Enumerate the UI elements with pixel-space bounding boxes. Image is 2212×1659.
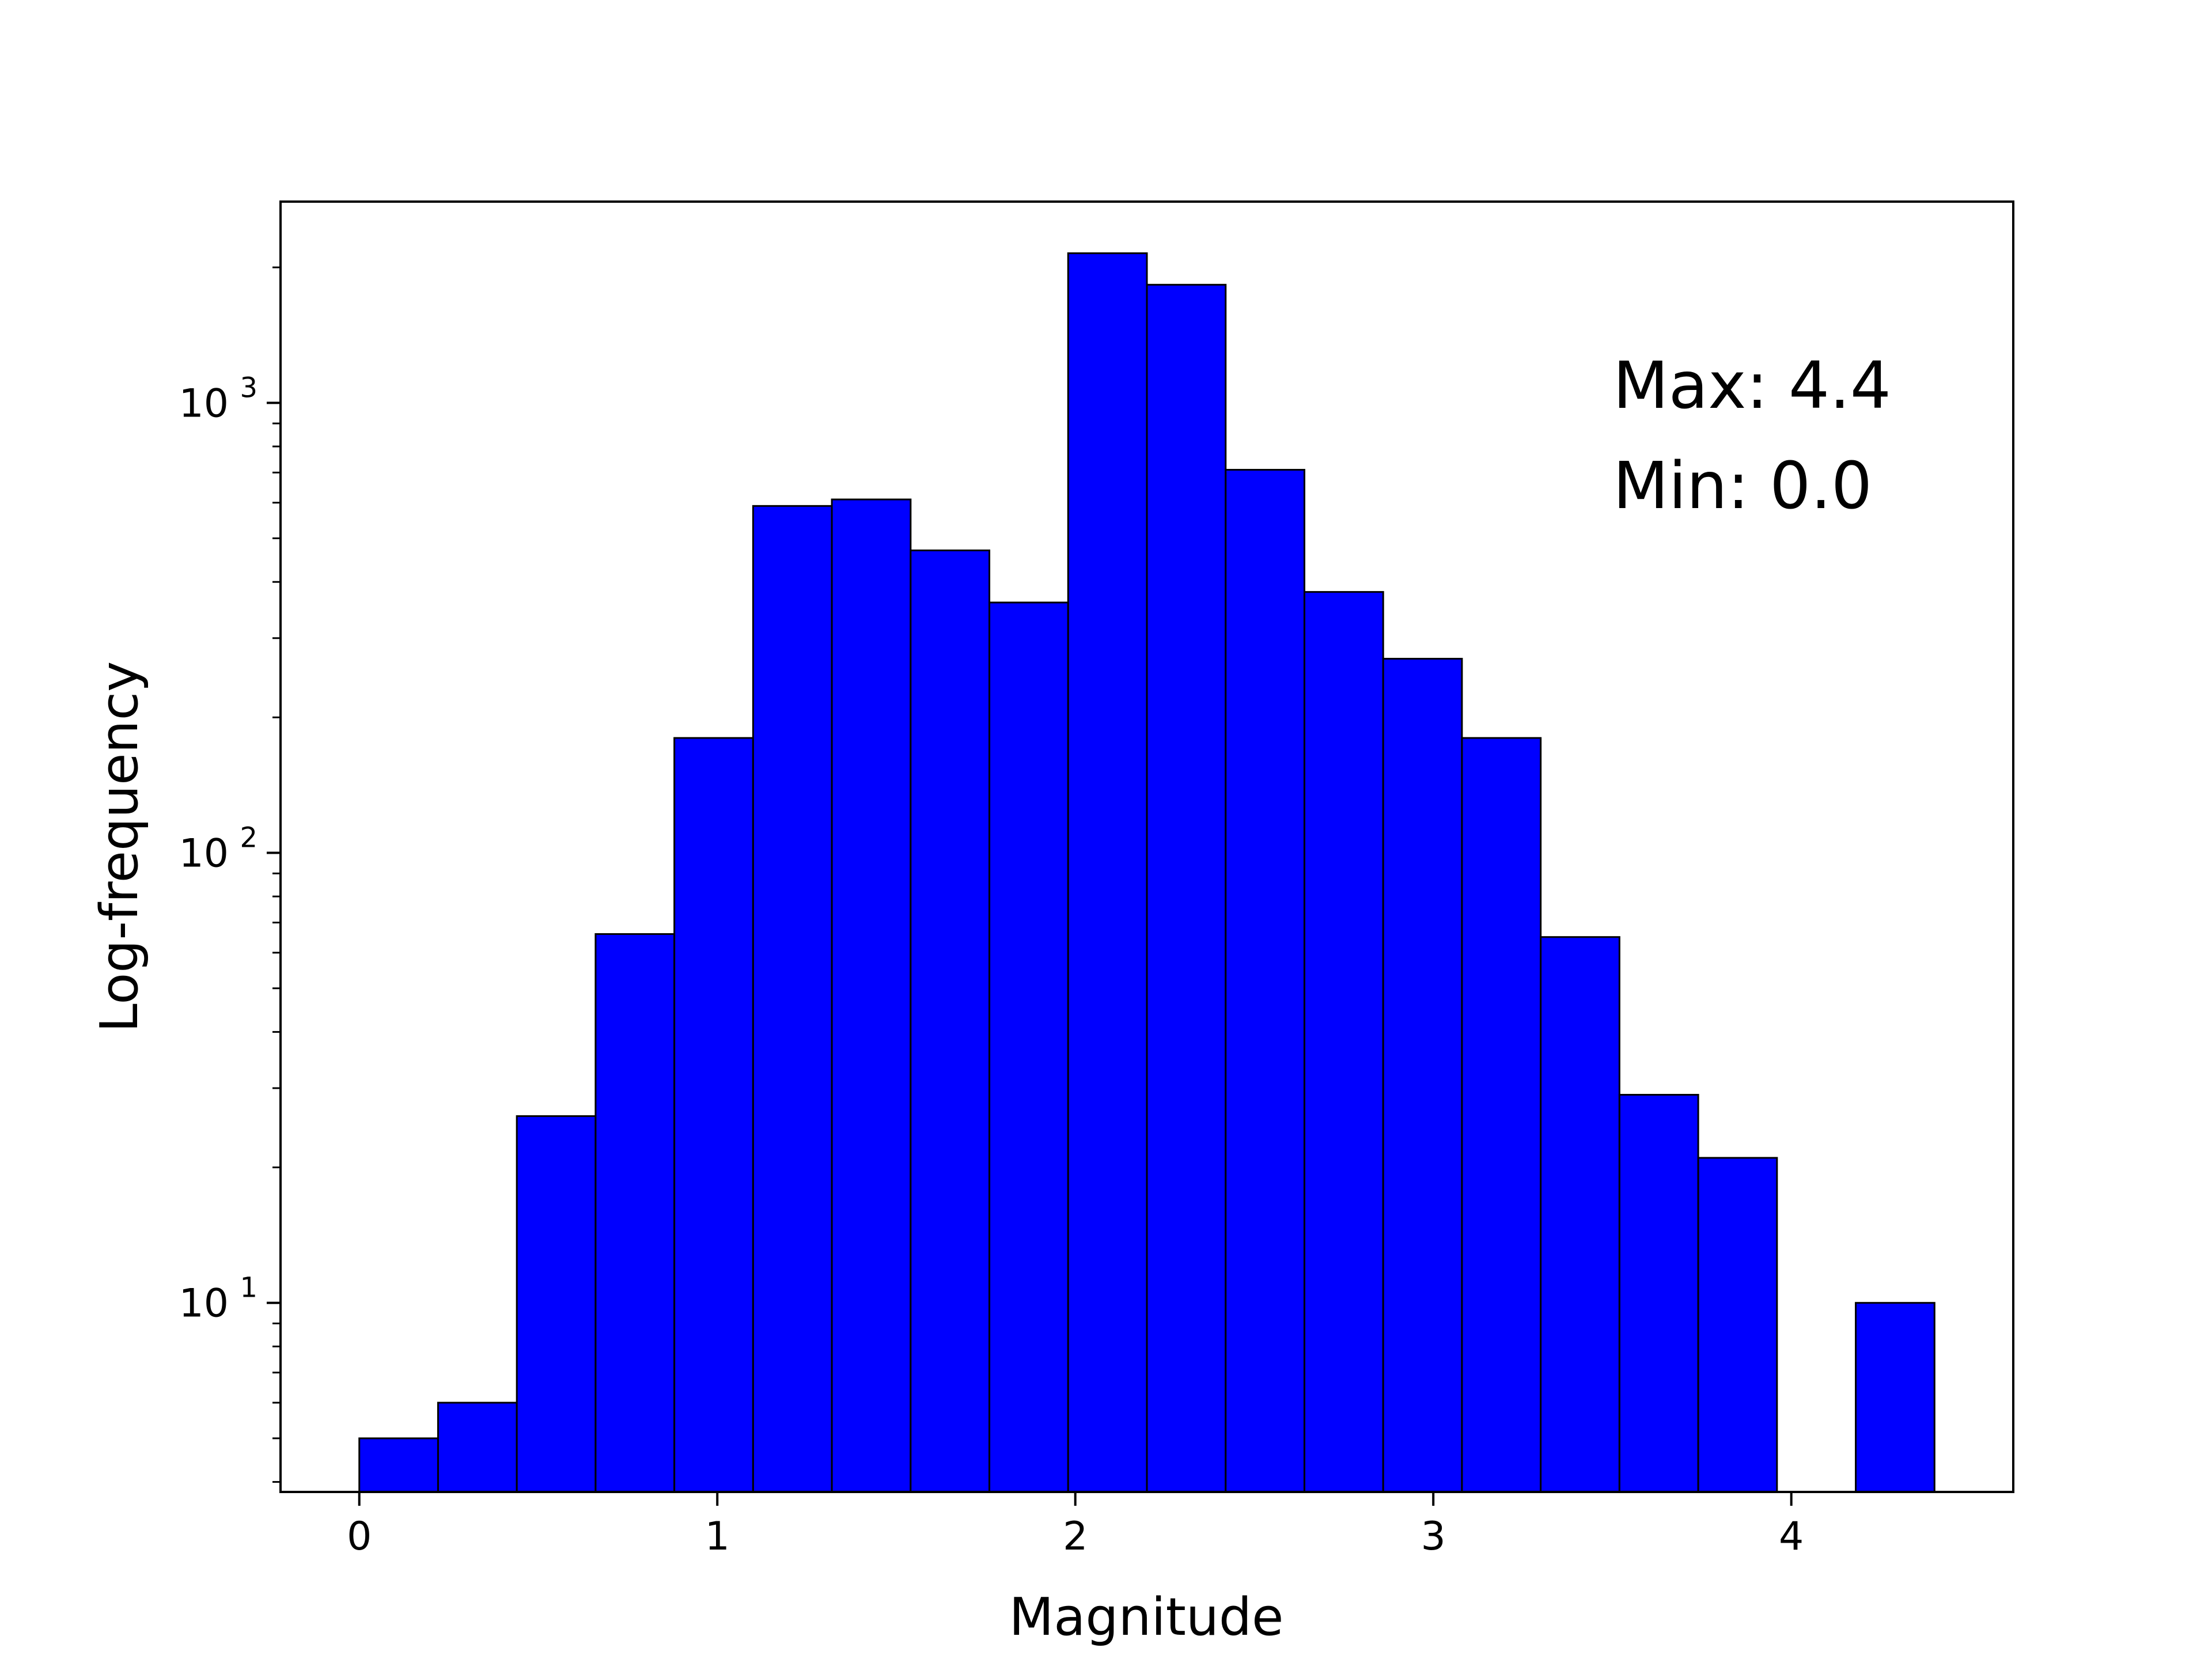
y-tick-label: 10 <box>179 381 229 426</box>
histogram-bar <box>1067 252 1148 1493</box>
histogram-bar <box>1855 1302 1936 1493</box>
y-tick-label: 10 <box>179 831 229 877</box>
x-tick-label: 3 <box>1421 1514 1446 1559</box>
histogram-bar <box>1540 936 1620 1493</box>
histogram-bar <box>1303 591 1384 1493</box>
histogram-bar <box>516 1115 597 1493</box>
x-tick-label: 1 <box>705 1514 730 1559</box>
x-tick-label: 4 <box>1779 1514 1804 1559</box>
bars-group <box>358 252 1936 1493</box>
y-tick-label: 10 <box>179 1281 229 1327</box>
y-tick-exponent: 3 <box>240 372 257 404</box>
ticks-group: 0 1 2 3 4 10 1 10 2 10 3 <box>179 266 1804 1559</box>
histogram-bar <box>358 1437 439 1493</box>
histogram-bar <box>1225 469 1305 1493</box>
histogram-bar <box>1382 658 1463 1493</box>
histogram-bar <box>752 505 833 1493</box>
y-axis-label: Log-frequency <box>89 661 150 1033</box>
histogram-bar <box>673 737 754 1493</box>
x-axis-label: Magnitude <box>1009 1587 1284 1647</box>
y-tick-exponent: 1 <box>240 1272 257 1304</box>
y-tick-exponent: 2 <box>240 822 257 854</box>
histogram-bar <box>1618 1093 1699 1493</box>
x-tick-label: 2 <box>1063 1514 1088 1559</box>
histogram-bar <box>831 498 912 1493</box>
histogram-bar <box>1461 737 1542 1493</box>
histogram-bar <box>1146 283 1227 1493</box>
histogram-bar <box>437 1402 518 1493</box>
plot-frame <box>279 200 2014 1493</box>
x-tick-label: 0 <box>347 1514 372 1559</box>
histogram-bar <box>594 933 676 1493</box>
annotation-min: Min: 0.0 <box>1613 449 1872 524</box>
histogram-bar <box>988 601 1069 1493</box>
histogram-bar <box>1697 1157 1778 1493</box>
annotation-max: Max: 4.4 <box>1613 349 1891 423</box>
histogram-bar <box>910 549 991 1493</box>
